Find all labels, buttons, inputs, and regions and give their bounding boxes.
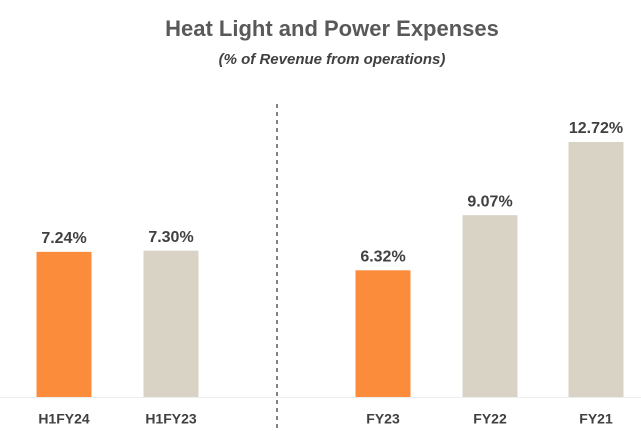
chart-title: Heat Light and Power Expenses <box>165 16 499 41</box>
data-label: 6.32% <box>360 249 405 266</box>
bar <box>143 250 199 397</box>
x-tick-label: FY22 <box>473 411 507 427</box>
x-tick-label: FY21 <box>579 411 613 427</box>
bar <box>568 142 624 397</box>
x-tick-label: H1FY23 <box>145 411 197 427</box>
chart-subtitle: (% of Revenue from operations) <box>219 51 446 68</box>
bar <box>355 270 411 397</box>
x-tick-label: FY23 <box>366 411 400 427</box>
bar <box>462 215 518 397</box>
data-label: 9.07% <box>467 193 512 210</box>
data-label: 7.24% <box>41 230 86 247</box>
bar <box>36 251 92 397</box>
data-label: 12.72% <box>569 120 623 137</box>
data-label: 7.30% <box>148 229 193 246</box>
x-tick-label: H1FY24 <box>38 411 90 427</box>
